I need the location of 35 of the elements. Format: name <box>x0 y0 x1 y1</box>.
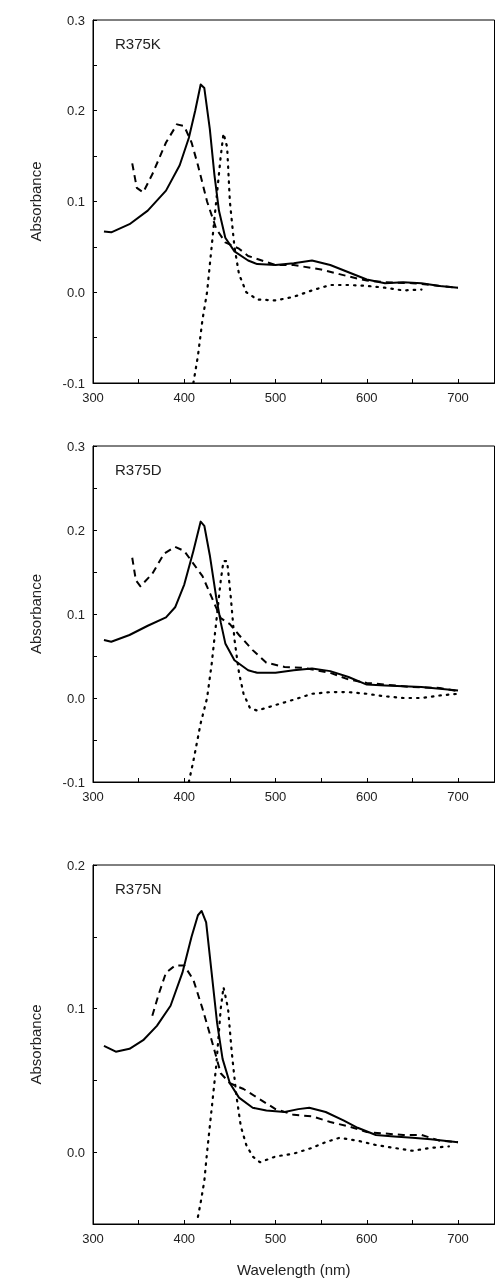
y-tick-label: 0.0 <box>66 284 85 300</box>
y-tick-label: 0.1 <box>66 1001 85 1017</box>
y-tick-label: 0.1 <box>66 194 85 209</box>
y-tick-label: 0.0 <box>66 1144 85 1160</box>
y-tick-label: 0.2 <box>66 857 85 873</box>
x-tick-label: 700 <box>447 789 469 804</box>
x-tick-label: 400 <box>173 390 196 405</box>
y-tick-label: 0.3 <box>66 12 85 28</box>
x-tick-label: 600 <box>355 1231 378 1246</box>
x-tick-label: 500 <box>264 789 287 804</box>
y-axis-title: Absorbance <box>27 573 44 655</box>
x-tick-label: 300 <box>82 1231 104 1246</box>
y-tick-label: -0.1 <box>62 774 85 790</box>
y-tick-label: 0.3 <box>66 438 85 454</box>
y-tick-label: -0.1 <box>62 375 85 391</box>
x-tick-label: 600 <box>355 789 378 804</box>
x-tick-label: 400 <box>173 1231 196 1246</box>
x-tick-label: 300 <box>82 390 104 405</box>
annotation: R375D <box>115 461 162 478</box>
x-tick-label: 700 <box>447 390 469 405</box>
x-tick-label: 500 <box>264 1231 287 1246</box>
y-tick-label: 0.2 <box>66 522 85 538</box>
y-tick-label: 0.1 <box>66 606 85 622</box>
x-tick-label: 400 <box>173 789 196 804</box>
x-tick-label: 700 <box>447 1231 469 1246</box>
x-tick-label: 300 <box>82 789 104 804</box>
y-tick-label: 0.0 <box>66 690 85 706</box>
x-axis-title: Wavelength (nm) <box>236 1261 351 1278</box>
annotation: R375N <box>115 880 162 897</box>
y-axis-title: Absorbance <box>27 1004 44 1085</box>
y-tick-label: 0.2 <box>66 103 85 119</box>
x-tick-label: 600 <box>355 390 378 405</box>
x-tick-label: 500 <box>264 390 287 405</box>
annotation: R375K <box>115 35 161 52</box>
y-axis-title: Absorbance <box>27 161 44 242</box>
